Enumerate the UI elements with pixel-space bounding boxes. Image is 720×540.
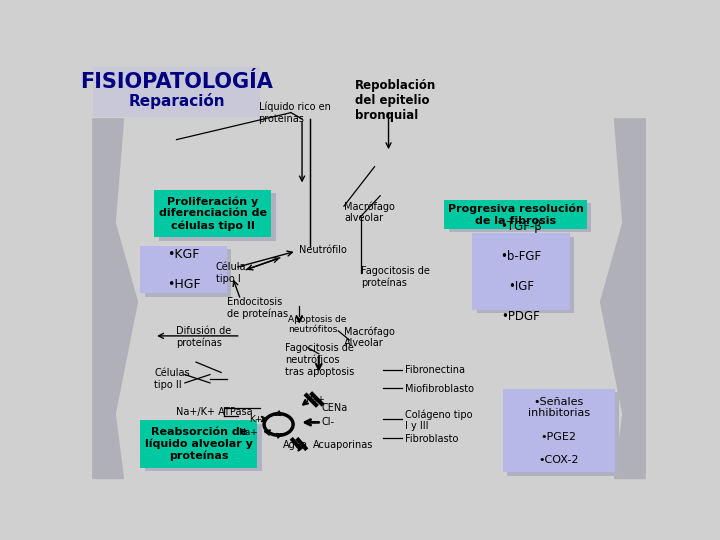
Text: Endocitosis
de proteínas: Endocitosis de proteínas (227, 297, 288, 319)
Text: Repoblación
del epitelio
bronquial: Repoblación del epitelio bronquial (355, 79, 436, 122)
Text: Acuaporinas: Acuaporinas (313, 440, 374, 450)
Text: Célula
tipo I: Célula tipo I (215, 262, 246, 284)
Text: Proliferación y
diferenciación de
células tipo II: Proliferación y diferenciación de célula… (158, 197, 266, 231)
FancyBboxPatch shape (444, 200, 587, 229)
Text: Macrófago
alveolar: Macrófago alveolar (344, 201, 395, 224)
Text: Cl-: Cl- (322, 417, 335, 427)
Text: Neutrófilo: Neutrófilo (300, 245, 347, 255)
Text: Miofibroblasto: Miofibroblasto (405, 384, 474, 394)
Polygon shape (93, 119, 138, 478)
FancyBboxPatch shape (145, 249, 231, 297)
FancyBboxPatch shape (158, 193, 276, 241)
Text: Progresiva resolución
de la fibrosis: Progresiva resolución de la fibrosis (448, 204, 583, 226)
FancyBboxPatch shape (154, 190, 271, 238)
Text: K+: K+ (249, 415, 262, 423)
Text: Fibroblasto: Fibroblasto (405, 434, 459, 444)
Text: Na+: Na+ (305, 395, 325, 404)
FancyBboxPatch shape (93, 67, 260, 117)
Text: Agua: Agua (282, 440, 307, 450)
Text: Fibronectina: Fibronectina (405, 366, 465, 375)
Text: FISIOPATOLOGÍA: FISIOPATOLOGÍA (80, 72, 273, 92)
Text: Apoptosis de
neutrófitos: Apoptosis de neutrófitos (288, 315, 346, 334)
Text: •TGF-β

•b-FGF

•IGF

•PDGF: •TGF-β •b-FGF •IGF •PDGF (500, 220, 542, 323)
FancyBboxPatch shape (508, 393, 619, 476)
FancyBboxPatch shape (477, 237, 575, 313)
Text: Fagocitosis de
neutróficos
tras apoptosis: Fagocitosis de neutróficos tras apoptosi… (285, 343, 354, 376)
FancyBboxPatch shape (140, 246, 227, 294)
Text: Macrófago
Alveolar: Macrófago Alveolar (344, 326, 395, 348)
Text: Difusión de
proteínas: Difusión de proteínas (176, 326, 232, 348)
Text: •KGF

•HGF: •KGF •HGF (166, 248, 200, 291)
Text: Na+/K+ ATPasa: Na+/K+ ATPasa (176, 407, 253, 417)
Text: Reparación: Reparación (128, 93, 225, 110)
Text: Fagocitosis de
proteínas: Fagocitosis de proteínas (361, 266, 430, 288)
Polygon shape (600, 119, 645, 478)
Text: Células
tipo II: Células tipo II (154, 368, 190, 389)
FancyBboxPatch shape (472, 233, 570, 310)
FancyBboxPatch shape (145, 424, 262, 471)
Text: Na+: Na+ (238, 428, 258, 437)
FancyBboxPatch shape (503, 389, 615, 472)
Text: Líquido rico en
proteínas: Líquido rico en proteínas (258, 102, 330, 124)
FancyBboxPatch shape (140, 420, 258, 468)
Text: •Señales
inhibitorias

•PGE2

•COX-2: •Señales inhibitorias •PGE2 •COX-2 (528, 397, 590, 465)
Text: CENa: CENa (322, 403, 348, 413)
Text: Reabsorción de
líquido alveolar y
proteínas: Reabsorción de líquido alveolar y proteí… (145, 427, 253, 461)
FancyBboxPatch shape (449, 203, 591, 232)
Text: Colágeno tipo
I y III: Colágeno tipo I y III (405, 409, 473, 431)
